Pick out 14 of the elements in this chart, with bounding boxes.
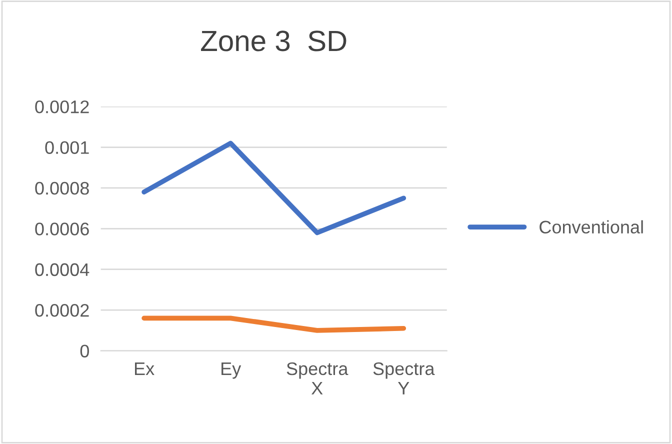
x-tick-label: Spectra Y	[373, 362, 435, 394]
x-tick-label: Ey	[222, 362, 242, 379]
y-tick-label: 0.001	[45, 141, 89, 154]
line-series	[142, 140, 406, 236]
y-tick-label: 0.0006	[35, 222, 89, 236]
y-tick-label: 0	[80, 344, 89, 358]
x-tick-label: Spectra X	[286, 362, 348, 394]
legend-label: Conventional	[540, 220, 643, 234]
y-tick-label: 0.0004	[35, 263, 90, 276]
y-tick-label: 0.0002	[35, 304, 89, 317]
chart-title: Zone 3 SD	[201, 30, 346, 52]
x-tick-label: Ex	[135, 362, 154, 375]
y-tick-label: 0.0012	[35, 100, 89, 114]
y-tick-label: 0.0008	[35, 182, 89, 195]
